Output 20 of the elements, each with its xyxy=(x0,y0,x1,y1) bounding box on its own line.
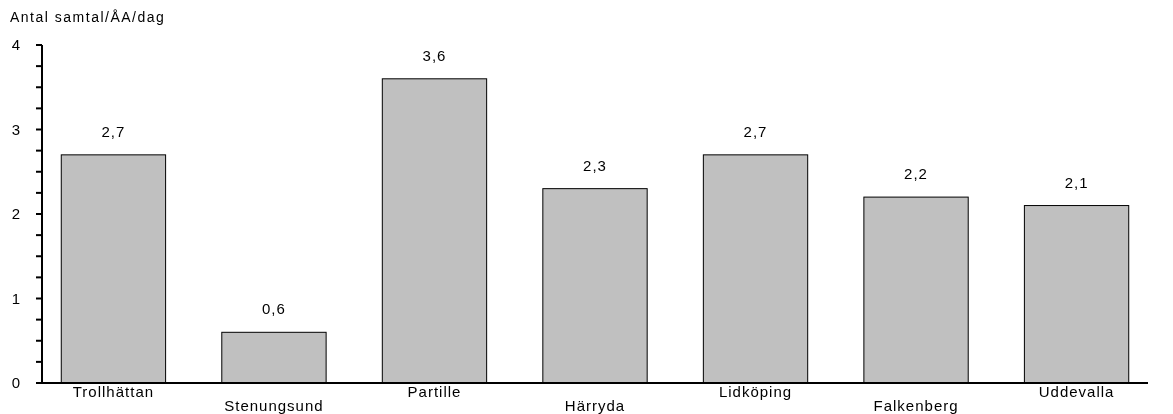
data-label: 2,2 xyxy=(904,165,928,183)
x-tick-label: Trollhättan xyxy=(72,383,155,400)
data-label: 2,7 xyxy=(743,122,768,140)
data-label: 0,6 xyxy=(262,300,286,318)
data-label: 2,7 xyxy=(101,122,126,140)
y-tick-label: 1 xyxy=(11,289,21,307)
x-tick-label: Härryda xyxy=(564,397,626,414)
y-tick-label: 3 xyxy=(11,120,21,138)
y-axis-title: Antal samtal/ÅA/dag xyxy=(10,9,166,25)
data-label: 2,3 xyxy=(583,156,607,174)
y-tick-label: 4 xyxy=(11,36,21,53)
x-tick-label: Falkenberg xyxy=(873,397,959,414)
y-tick-label: 2 xyxy=(11,205,21,222)
x-tick-label: Stenungsund xyxy=(224,397,324,414)
x-tick-label: Partille xyxy=(407,383,462,400)
x-tick-label: Lidköping xyxy=(718,383,793,400)
data-label: 2,1 xyxy=(1064,173,1089,191)
y-tick-label: 0 xyxy=(11,374,21,391)
data-label: 3,6 xyxy=(422,46,447,64)
x-tick-label: Uddevalla xyxy=(1038,383,1115,400)
